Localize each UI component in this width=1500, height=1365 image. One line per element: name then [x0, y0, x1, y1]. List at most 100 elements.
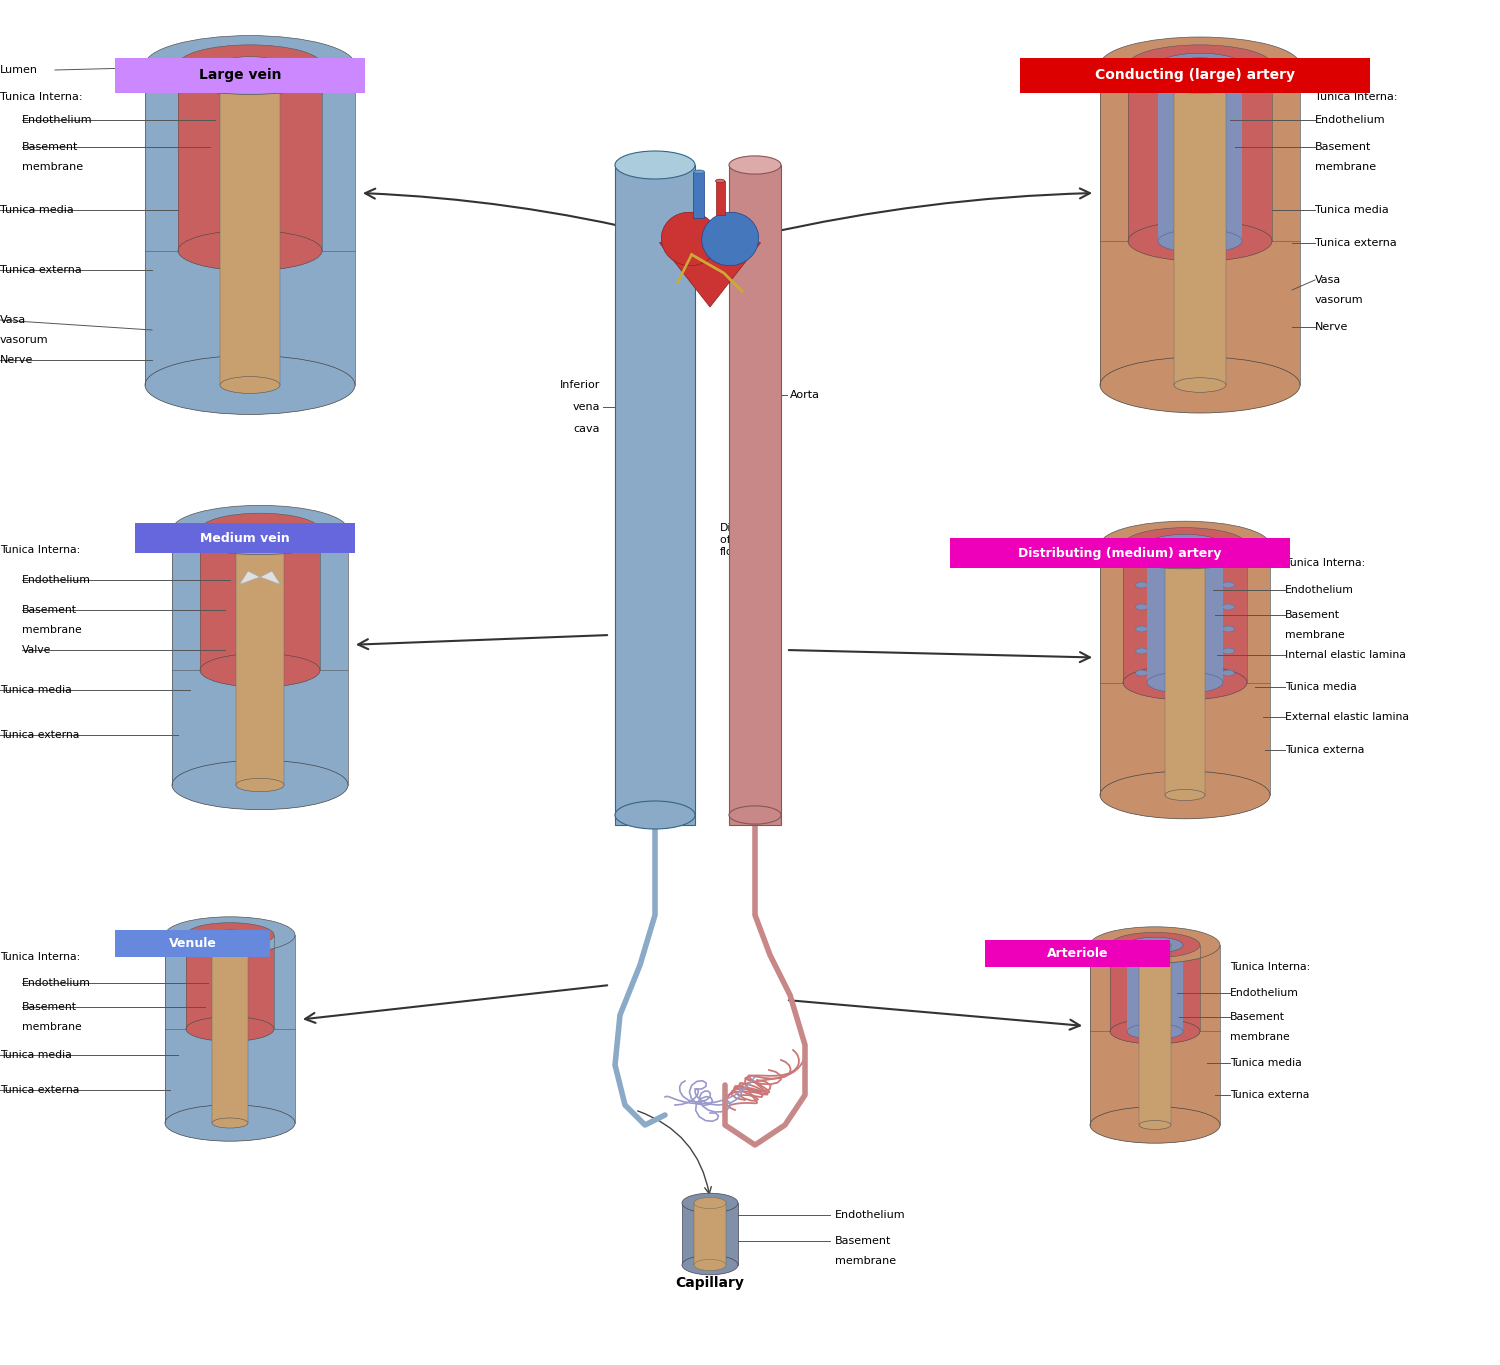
Ellipse shape [211, 930, 248, 940]
Ellipse shape [716, 179, 724, 183]
Ellipse shape [1126, 1024, 1184, 1039]
Text: Tunica media: Tunica media [0, 205, 74, 216]
Polygon shape [1124, 545, 1246, 682]
Text: Endothelium: Endothelium [22, 977, 92, 988]
Ellipse shape [682, 1193, 738, 1212]
Polygon shape [236, 530, 284, 785]
Polygon shape [729, 165, 782, 815]
Ellipse shape [1136, 603, 1148, 610]
FancyBboxPatch shape [1020, 57, 1370, 93]
Text: Endothelium: Endothelium [1316, 115, 1386, 126]
Text: cava: cava [573, 425, 600, 434]
Polygon shape [1138, 945, 1172, 1125]
Ellipse shape [694, 1197, 726, 1208]
Ellipse shape [702, 212, 759, 266]
Polygon shape [693, 172, 705, 218]
Text: Tunica externa: Tunica externa [1286, 745, 1365, 755]
Polygon shape [172, 530, 348, 785]
Ellipse shape [172, 505, 348, 554]
Text: Endothelium: Endothelium [1286, 586, 1354, 595]
Ellipse shape [1128, 221, 1272, 261]
Polygon shape [716, 182, 724, 216]
Ellipse shape [1174, 378, 1225, 392]
Ellipse shape [178, 45, 322, 85]
FancyBboxPatch shape [986, 940, 1170, 966]
Polygon shape [660, 243, 760, 307]
Ellipse shape [729, 156, 782, 175]
FancyBboxPatch shape [135, 523, 356, 553]
Polygon shape [178, 66, 322, 251]
Text: Venule: Venule [168, 936, 216, 950]
Text: membrane: membrane [836, 1256, 896, 1265]
Ellipse shape [1124, 528, 1246, 562]
Polygon shape [211, 935, 248, 1123]
Ellipse shape [1136, 581, 1148, 588]
Ellipse shape [220, 377, 280, 393]
Ellipse shape [1136, 627, 1148, 632]
Ellipse shape [1222, 560, 1234, 566]
Ellipse shape [1194, 648, 1206, 654]
Ellipse shape [1194, 603, 1206, 610]
Text: Endothelium: Endothelium [836, 1209, 906, 1220]
Polygon shape [146, 66, 356, 385]
Ellipse shape [1110, 932, 1200, 958]
Ellipse shape [186, 1017, 274, 1041]
Ellipse shape [1164, 603, 1176, 610]
Text: Tunica externa: Tunica externa [1230, 1091, 1310, 1100]
Ellipse shape [1166, 539, 1204, 550]
Polygon shape [1166, 545, 1204, 794]
Ellipse shape [211, 1118, 248, 1127]
Ellipse shape [1222, 581, 1234, 588]
Ellipse shape [1164, 581, 1176, 588]
Ellipse shape [1222, 603, 1234, 610]
Ellipse shape [694, 1260, 726, 1271]
Text: Tunica externa: Tunica externa [1316, 238, 1396, 248]
Ellipse shape [1222, 627, 1234, 632]
Text: membrane: membrane [1230, 1032, 1290, 1041]
Text: Tunica externa: Tunica externa [0, 730, 80, 740]
Text: Tunica media: Tunica media [0, 1050, 72, 1061]
Ellipse shape [1222, 670, 1234, 676]
Text: Aorta: Aorta [790, 390, 820, 400]
Text: Internal elastic lamina: Internal elastic lamina [1286, 650, 1406, 661]
Polygon shape [1174, 66, 1225, 385]
Ellipse shape [1128, 45, 1272, 85]
Ellipse shape [165, 917, 296, 953]
Ellipse shape [172, 760, 348, 809]
Ellipse shape [1138, 1121, 1172, 1129]
Polygon shape [1158, 66, 1242, 242]
Polygon shape [240, 571, 260, 584]
Ellipse shape [682, 1256, 738, 1275]
Polygon shape [1100, 66, 1300, 385]
Ellipse shape [1174, 57, 1225, 72]
Ellipse shape [729, 805, 782, 824]
Polygon shape [1090, 945, 1220, 1125]
Ellipse shape [693, 171, 705, 173]
Ellipse shape [1148, 534, 1222, 556]
Ellipse shape [236, 523, 284, 536]
Text: membrane: membrane [22, 1022, 82, 1032]
Text: Vasa: Vasa [0, 315, 27, 325]
Text: Endothelium: Endothelium [1230, 988, 1299, 998]
Ellipse shape [1136, 648, 1148, 654]
Ellipse shape [1138, 940, 1172, 950]
Ellipse shape [1166, 789, 1204, 801]
Text: Tunica Interna:: Tunica Interna: [1286, 558, 1365, 568]
Polygon shape [1110, 945, 1200, 1032]
Text: Tunica media: Tunica media [0, 685, 72, 695]
FancyBboxPatch shape [116, 57, 364, 93]
Polygon shape [1128, 66, 1272, 242]
Ellipse shape [1194, 670, 1206, 676]
Text: Basement: Basement [1316, 142, 1371, 152]
Ellipse shape [615, 152, 695, 179]
Text: Lumen: Lumen [0, 66, 38, 75]
Text: Arteriole: Arteriole [1047, 947, 1108, 960]
Polygon shape [694, 1203, 726, 1265]
Ellipse shape [1100, 37, 1300, 93]
Ellipse shape [1100, 771, 1270, 819]
Polygon shape [1126, 945, 1184, 1032]
Ellipse shape [1090, 927, 1220, 964]
Polygon shape [1100, 545, 1270, 794]
Ellipse shape [1164, 648, 1176, 654]
Text: vasorum: vasorum [1316, 295, 1364, 304]
